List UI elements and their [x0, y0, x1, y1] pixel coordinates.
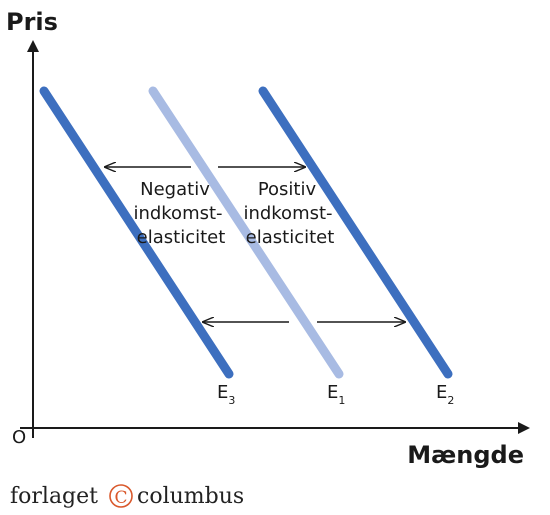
curve-label-main: E	[327, 382, 338, 403]
annotation: elasticitet	[246, 227, 335, 248]
curve-label: E3	[217, 382, 235, 407]
curve-label: E1	[327, 382, 345, 407]
logo-circle	[109, 484, 133, 508]
curve-e2	[258, 86, 453, 379]
curve-label-sub: 3	[228, 394, 235, 407]
curve-label-sub: 1	[338, 394, 345, 407]
annotation: indkomst-	[243, 203, 332, 224]
footer-left: forlaget	[10, 484, 98, 509]
footer-right: columbus	[137, 484, 244, 509]
y-axis-label: Pris	[6, 8, 58, 36]
annotation: Positiv	[258, 179, 317, 200]
annotation: elasticitet	[137, 227, 226, 248]
annotation: indkomst-	[133, 203, 222, 224]
logo-mark: C	[114, 488, 127, 508]
curve-label-sub: 2	[447, 394, 454, 407]
origin-label: O	[12, 427, 26, 448]
curve-label: E2	[436, 382, 454, 407]
annotation: Negativ	[140, 179, 210, 200]
curve-label-main: E	[217, 382, 228, 403]
curve-e1	[148, 86, 344, 379]
curve-label-main: E	[436, 382, 447, 403]
curve-e3	[39, 86, 234, 379]
x-axis-label: Mængde	[407, 441, 524, 469]
